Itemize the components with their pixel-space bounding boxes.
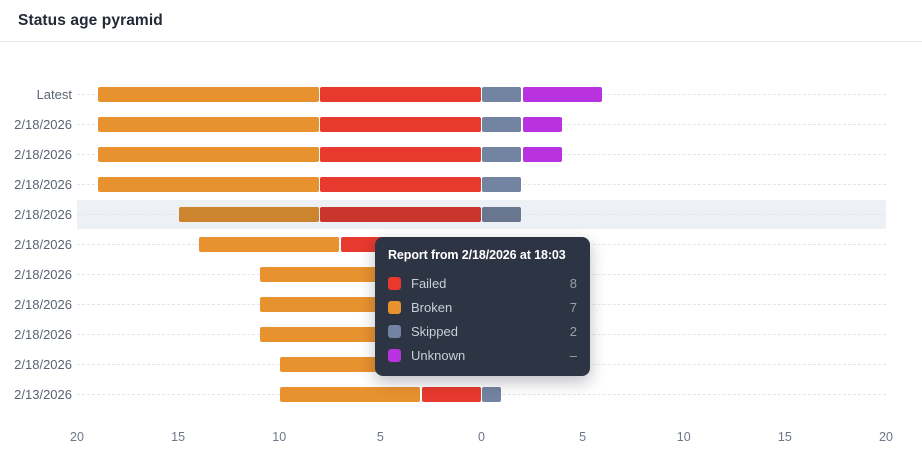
- bar-segment-skipped[interactable]: [482, 86, 522, 102]
- x-axis-tick-label: 15: [171, 430, 186, 444]
- row-label: 2/18/2026: [14, 326, 72, 342]
- row-label: 2/18/2026: [14, 236, 72, 252]
- tooltip-value: 2: [569, 323, 577, 339]
- bar-segment-broken[interactable]: [178, 206, 319, 222]
- row-label: Latest: [36, 86, 72, 102]
- tooltip-row-skipped: Skipped 2: [388, 319, 577, 343]
- row-label: 2/18/2026: [14, 296, 72, 312]
- row-label: 2/13/2026: [14, 386, 72, 402]
- bar-segment-broken[interactable]: [280, 386, 421, 402]
- tooltip-label: Skipped: [411, 323, 458, 339]
- x-axis-tick-label: 0: [478, 430, 485, 444]
- row-label: 2/18/2026: [14, 266, 72, 282]
- bar-segment-broken[interactable]: [97, 116, 319, 132]
- bar-segment-unknown[interactable]: [522, 116, 562, 132]
- bar-segment-failed[interactable]: [320, 176, 481, 192]
- card-header: Status age pyramid: [0, 0, 922, 42]
- bar-segment-skipped[interactable]: [482, 146, 522, 162]
- x-axis-tick-label: 15: [777, 430, 792, 444]
- bar-segment-unknown[interactable]: [522, 86, 603, 102]
- bar-segment-broken[interactable]: [259, 296, 400, 312]
- bar-segment-skipped[interactable]: [482, 386, 501, 402]
- bar-segment-broken[interactable]: [259, 266, 400, 282]
- tooltip-row-failed: Failed 8: [388, 271, 577, 295]
- tooltip-row-unknown: Unknown –: [388, 343, 577, 367]
- bar-segment-failed[interactable]: [320, 86, 481, 102]
- bar-segment-failed[interactable]: [320, 206, 481, 222]
- bar-segment-broken[interactable]: [259, 326, 400, 342]
- tooltip-label: Broken: [411, 299, 453, 315]
- bar-segment-skipped[interactable]: [482, 206, 522, 222]
- bar-segment-unknown[interactable]: [522, 146, 562, 162]
- x-axis-tick-label: 20: [70, 430, 84, 444]
- failed-swatch-icon: [388, 276, 401, 290]
- tooltip-label: Unknown: [411, 347, 466, 363]
- row-label: 2/18/2026: [14, 206, 72, 222]
- tooltip-title: Report from 2/18/2026 at 18:03: [388, 248, 566, 262]
- bar-segment-failed[interactable]: [320, 146, 481, 162]
- row-label: 2/18/2026: [14, 356, 72, 372]
- bar-segment-broken[interactable]: [97, 86, 319, 102]
- bar-segment-broken[interactable]: [199, 236, 340, 252]
- tooltip-value: 8: [569, 275, 577, 291]
- row-label: 2/18/2026: [14, 116, 72, 132]
- chart-tooltip: Report from 2/18/2026 at 18:03 Failed 8 …: [375, 237, 590, 376]
- x-axis-tick-label: 10: [676, 430, 691, 444]
- row-grid-line: [77, 184, 886, 185]
- x-axis-tick-label: 5: [579, 430, 587, 444]
- bar-segment-failed[interactable]: [421, 386, 481, 402]
- bar-segment-broken[interactable]: [97, 176, 319, 192]
- row-grid-line: [77, 394, 886, 395]
- row-grid-line: [77, 154, 886, 155]
- unknown-swatch-icon: [388, 348, 401, 362]
- x-axis-tick-label: 20: [879, 430, 893, 444]
- tooltip-value: –: [569, 347, 577, 363]
- page-title: Status age pyramid: [18, 12, 163, 29]
- row-grid-line: [77, 214, 886, 215]
- row-label: 2/18/2026: [14, 146, 72, 162]
- bar-segment-skipped[interactable]: [482, 176, 522, 192]
- broken-swatch-icon: [388, 300, 401, 314]
- bar-segment-failed[interactable]: [320, 116, 481, 132]
- bar-segment-skipped[interactable]: [482, 116, 522, 132]
- row-grid-line: [77, 94, 886, 95]
- tooltip-label: Failed: [411, 275, 447, 291]
- x-axis-tick-label: 10: [272, 430, 287, 444]
- row-label: 2/18/2026: [14, 176, 72, 192]
- bar-segment-broken[interactable]: [97, 146, 319, 162]
- skipped-swatch-icon: [388, 324, 401, 338]
- x-axis-tick-label: 5: [376, 430, 384, 444]
- tooltip-value: 7: [569, 299, 577, 315]
- tooltip-row-broken: Broken 7: [388, 295, 577, 319]
- row-grid-line: [77, 124, 886, 125]
